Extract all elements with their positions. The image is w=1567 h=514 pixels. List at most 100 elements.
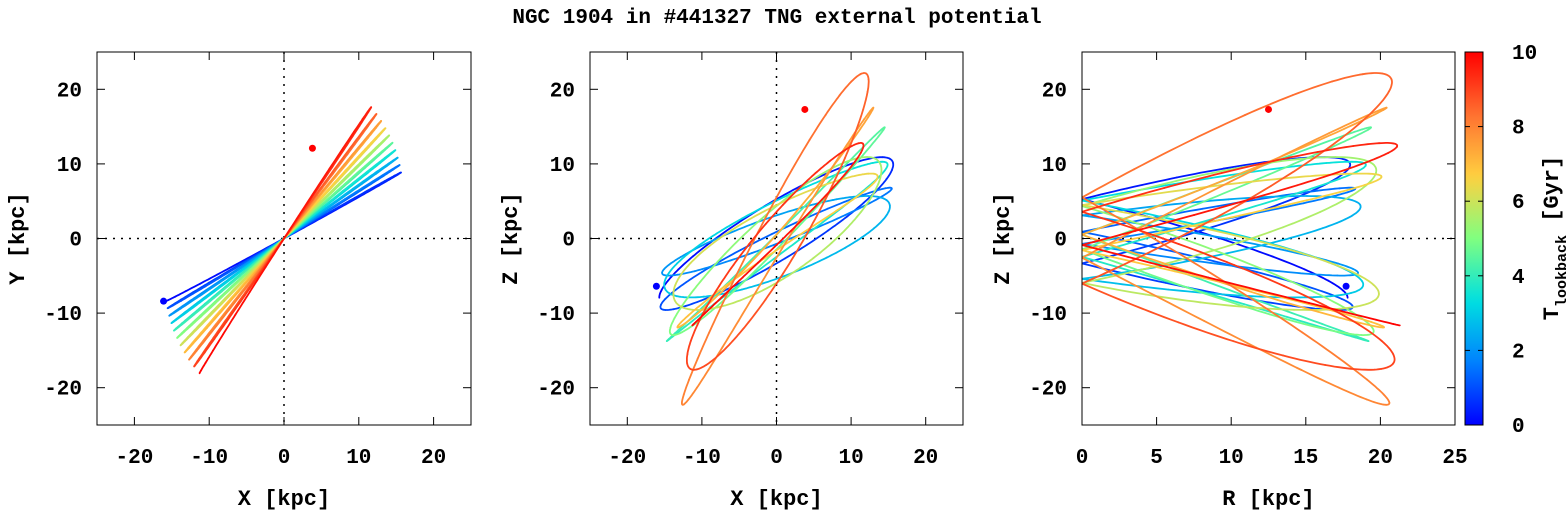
orbit-segment (851, 142, 860, 147)
orbit-segment (1302, 196, 1332, 205)
orbit-segment (814, 212, 836, 229)
orbit-segment (1354, 128, 1370, 138)
orbit-segment (1126, 176, 1178, 190)
orbit-segment (691, 241, 711, 258)
x-tick-label: 5 (1150, 447, 1163, 470)
orbit-segment (773, 168, 794, 203)
orbit-segment (1195, 277, 1247, 297)
orbit-segment (1232, 241, 1274, 258)
orbit-segment (332, 153, 349, 175)
orbit-segment (850, 73, 862, 83)
orbit-segment (691, 323, 695, 327)
orbit-segment (361, 130, 373, 144)
orbit-segment (676, 251, 690, 265)
orbit-segment (1355, 300, 1375, 308)
orbit-segment (830, 226, 849, 244)
orbit-segment (1276, 299, 1319, 313)
orbit-segment (831, 156, 846, 187)
orbit-segment (1350, 287, 1363, 294)
orbit-segment (381, 160, 393, 170)
orbit-segment (773, 230, 792, 248)
orbit-segment (358, 165, 375, 179)
orbit-segment (696, 331, 711, 360)
y-tick-label: 10 (550, 155, 575, 178)
orbit-segment (226, 258, 249, 273)
orbit-segment (866, 78, 870, 93)
orbit-segment (663, 287, 670, 294)
orbit-segment (1190, 114, 1246, 141)
orbit-segment (208, 297, 226, 316)
y-axis-label: Z [kpc] (499, 192, 524, 284)
orbit-segment (1227, 283, 1278, 297)
orbit-segment (1236, 226, 1284, 244)
orbit-segment (183, 304, 198, 315)
orbit-segment (727, 276, 744, 293)
orbit-segment (220, 274, 242, 293)
orbit-segment (344, 186, 364, 200)
orbit-segment (844, 174, 860, 180)
orbit-segment (727, 266, 747, 286)
orbit-segment (1193, 198, 1250, 216)
orbit-segment (1255, 346, 1303, 371)
orbit-segment (1290, 227, 1324, 239)
x-tick-label: 0 (1076, 447, 1089, 470)
orbit-segment (199, 301, 216, 317)
orbit-segment (1283, 285, 1327, 307)
orbit-segment (755, 200, 776, 237)
colorbar-gradient (1464, 51, 1484, 426)
orbit-segment (717, 226, 737, 241)
orbit-segment (862, 184, 873, 193)
orbit-segment (661, 268, 666, 274)
x-axis-label: X [kpc] (238, 487, 330, 512)
orbit-segment (1339, 331, 1363, 336)
orbit-segment (367, 106, 372, 112)
orbit-segment (1352, 142, 1380, 147)
orbit-segment (1314, 134, 1345, 147)
panel-rz: 0 5 10 15 20 25 -20 -10 0 10 20 R [kpc] Z [kpc] (991, 51, 1468, 512)
colorbar: 0 2 4 6 8 10 Tlookback [Gyr] (1464, 43, 1567, 439)
orbit-segment (224, 279, 244, 300)
orbit-segment (1088, 246, 1152, 264)
orbit-segment (217, 267, 239, 283)
orbit-segment (1205, 246, 1253, 259)
orbit-segment (1329, 262, 1359, 276)
orbit-segment (1118, 298, 1180, 324)
orbit-segment (194, 325, 208, 340)
orbit-segment (879, 163, 883, 174)
orbit-segment (344, 154, 361, 172)
orbit-segment (1336, 160, 1370, 174)
orbit-segment (1338, 186, 1354, 190)
orbit-segment (821, 184, 837, 201)
orbit-segment (663, 262, 672, 270)
orbit-segment (328, 147, 344, 170)
orbit-segment (728, 213, 753, 230)
orbit-segment (354, 187, 373, 199)
orbit-segment (1189, 174, 1245, 203)
orbit-segment (846, 210, 862, 229)
orbit-segment (757, 246, 776, 264)
orbit-segment (1351, 199, 1362, 206)
orbit-segment (1157, 197, 1212, 221)
orbit-segment (680, 314, 690, 323)
orbit-segment (1243, 303, 1288, 318)
orbit-segment (226, 259, 249, 274)
orbit-segment (791, 139, 811, 171)
orbit-segment (224, 299, 241, 322)
orbit-segment (222, 313, 237, 336)
orbit-segment (672, 281, 687, 293)
orbit-segment (1370, 321, 1384, 328)
orbit-segment (1357, 368, 1383, 371)
orbit-segment (841, 145, 853, 153)
orbit-segment (307, 181, 326, 207)
orbit-segment (230, 267, 252, 288)
orbit-segment (1360, 332, 1374, 336)
orbit-segment (862, 90, 869, 111)
orbit-segment (826, 200, 848, 210)
orbit-segment (812, 242, 833, 259)
orbit-segment (782, 203, 804, 228)
orbit-segment (1222, 161, 1266, 170)
orbit-segment (228, 285, 247, 308)
orbit-segment (887, 188, 893, 194)
orbit-segment (344, 193, 365, 206)
orbit-segment (1356, 204, 1362, 213)
